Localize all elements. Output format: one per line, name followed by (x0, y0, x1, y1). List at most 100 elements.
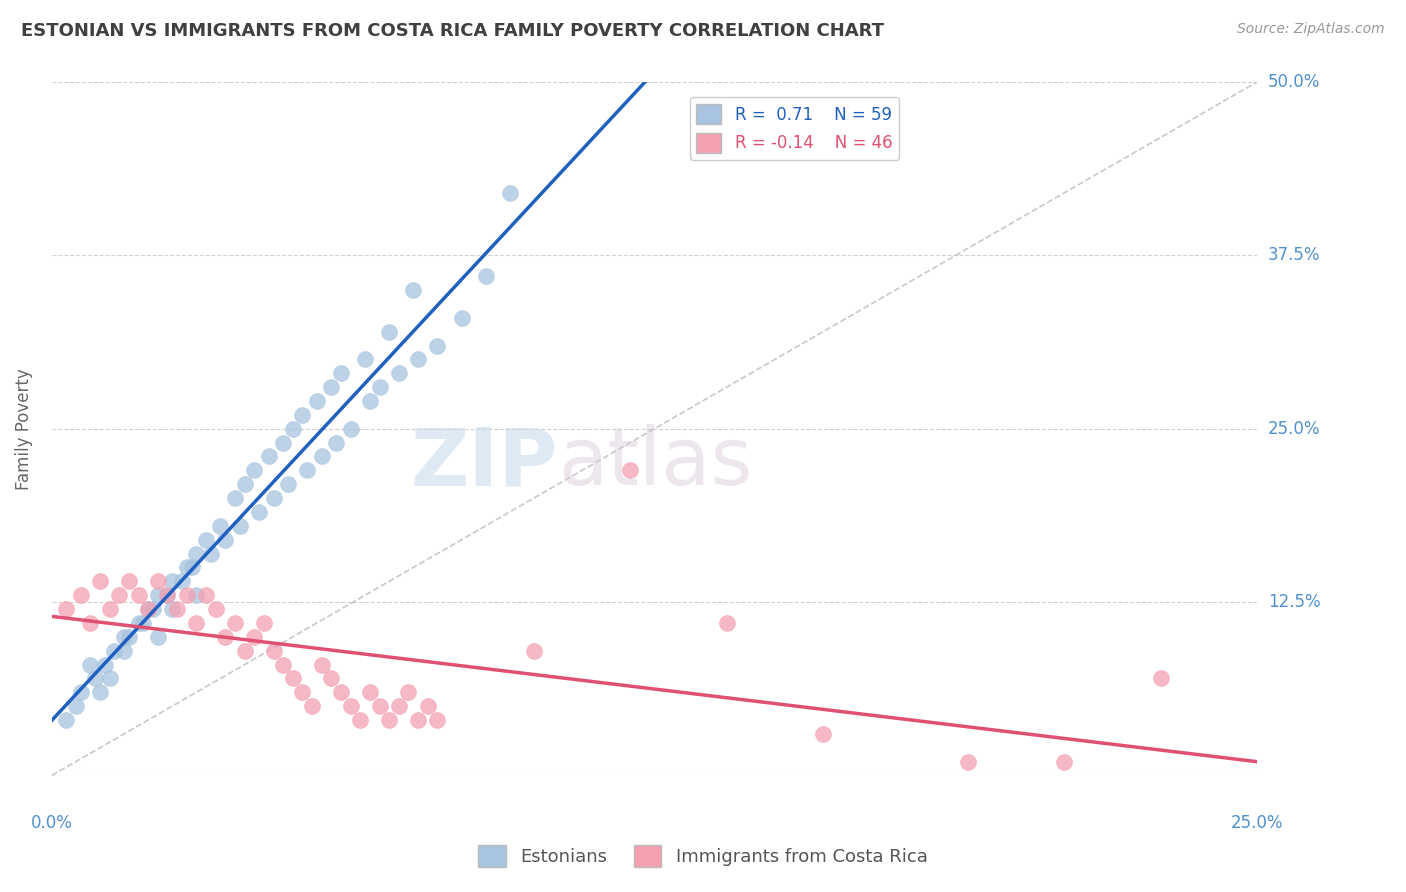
Point (339, 422, 361, 436)
Point (79, 615, 101, 630)
Point (103, 643, 125, 657)
Point (108, 588, 131, 602)
Point (311, 450, 333, 464)
Point (146, 574, 169, 589)
Point (224, 615, 246, 630)
Point (378, 713, 401, 727)
Point (321, 380, 343, 394)
Point (368, 380, 391, 394)
Point (136, 602, 159, 616)
Text: 50.0%: 50.0% (1268, 73, 1320, 91)
Point (388, 699, 411, 714)
Point (368, 699, 391, 714)
Text: 25.0%: 25.0% (1230, 814, 1284, 832)
Point (89, 574, 111, 589)
Text: 12.5%: 12.5% (1268, 593, 1320, 611)
Point (156, 588, 179, 602)
Point (170, 574, 193, 589)
Point (253, 615, 276, 630)
Point (224, 491, 246, 505)
Point (271, 657, 294, 672)
Point (209, 519, 232, 533)
Point (291, 685, 314, 699)
Point (162, 574, 184, 589)
Point (716, 615, 738, 630)
Point (89, 685, 111, 699)
Point (311, 657, 333, 672)
Point (142, 602, 165, 616)
Point (402, 283, 425, 297)
Point (128, 588, 150, 602)
Point (65, 699, 87, 714)
Point (523, 643, 546, 657)
Point (94, 657, 117, 672)
Point (118, 630, 141, 644)
Point (349, 713, 371, 727)
Point (214, 630, 236, 644)
Point (247, 505, 270, 519)
Point (499, 186, 522, 200)
Point (176, 588, 198, 602)
Point (128, 615, 150, 630)
Point (166, 602, 188, 616)
Text: 37.5%: 37.5% (1268, 246, 1320, 264)
Point (281, 672, 304, 686)
Point (359, 685, 381, 699)
Point (378, 325, 401, 339)
Point (398, 685, 420, 699)
Point (354, 352, 377, 367)
Point (98, 602, 121, 616)
Point (330, 685, 353, 699)
Text: 25.0%: 25.0% (1268, 420, 1320, 438)
Point (321, 672, 343, 686)
Point (233, 643, 256, 657)
Point (416, 699, 439, 714)
Point (186, 615, 208, 630)
Point (811, 727, 834, 741)
Point (243, 463, 266, 477)
Point (200, 547, 222, 561)
Point (301, 699, 323, 714)
Point (426, 713, 449, 727)
Point (305, 394, 328, 409)
Point (263, 643, 285, 657)
Point (359, 394, 381, 409)
Point (136, 602, 159, 616)
Point (98, 672, 121, 686)
Point (84, 672, 107, 686)
Point (1149, 672, 1171, 686)
Point (156, 588, 179, 602)
Point (406, 713, 429, 727)
Point (55, 713, 77, 727)
Text: ESTONIAN VS IMMIGRANTS FROM COSTA RICA FAMILY POVERTY CORRELATION CHART: ESTONIAN VS IMMIGRANTS FROM COSTA RICA F… (21, 22, 884, 40)
Point (146, 588, 169, 602)
Point (406, 352, 429, 367)
Text: ZIP: ZIP (411, 425, 558, 502)
Point (257, 450, 280, 464)
Point (277, 477, 299, 491)
Point (297, 463, 319, 477)
Text: Source: ZipAtlas.com: Source: ZipAtlas.com (1237, 22, 1385, 37)
Point (176, 560, 198, 574)
Point (263, 491, 285, 505)
Point (339, 699, 361, 714)
Y-axis label: Family Poverty: Family Poverty (15, 368, 32, 490)
Point (243, 630, 266, 644)
Point (271, 435, 294, 450)
Point (426, 338, 449, 352)
Point (112, 630, 135, 644)
Point (186, 547, 208, 561)
Point (619, 463, 641, 477)
Point (325, 435, 347, 450)
Point (233, 477, 256, 491)
Point (1053, 755, 1076, 769)
Point (69, 588, 91, 602)
Legend: R =  0.71    N = 59, R = -0.14    N = 46: R = 0.71 N = 59, R = -0.14 N = 46 (690, 97, 898, 160)
Point (214, 533, 236, 547)
Point (118, 574, 141, 589)
Point (388, 366, 411, 380)
Point (291, 408, 314, 422)
Point (162, 602, 184, 616)
Point (229, 519, 252, 533)
Point (69, 685, 91, 699)
